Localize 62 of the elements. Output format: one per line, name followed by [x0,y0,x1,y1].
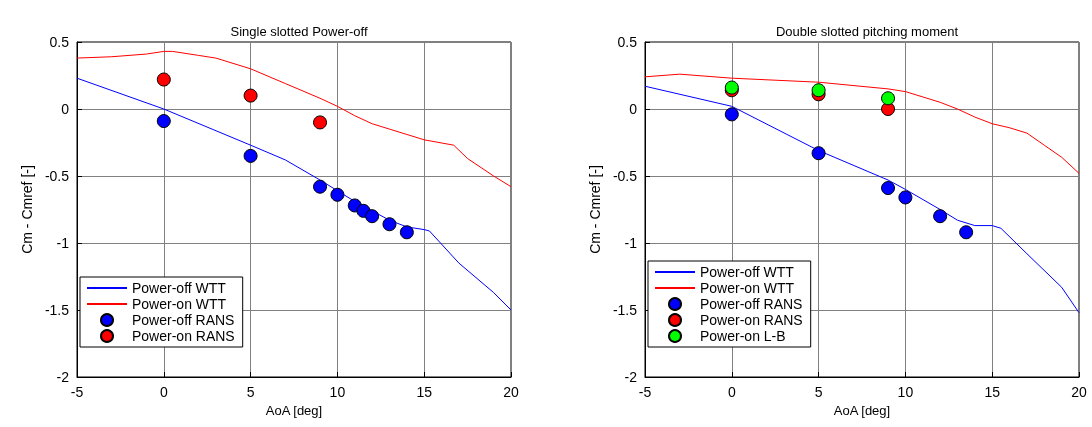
point [811,83,826,98]
x-axis-title: AoA [deg] [833,403,891,418]
x-tick-label: 15 [984,384,1001,400]
line-series [644,73,1080,174]
x-tick-label: -5 [70,384,84,400]
point [399,225,414,240]
y-tick-label: -2 [56,369,70,385]
y-tick-label: 0 [629,101,638,117]
point [365,209,380,224]
point [156,72,171,87]
y-tick-label: -1 [56,235,70,251]
line-series [644,85,1080,314]
y-axis-title: Cm - Cmref [-] [586,165,603,254]
x-tick-label: 0 [727,384,736,400]
y-tick-label: 0.5 [49,34,70,50]
y-tick-label: 0 [61,101,70,117]
x-axis-title: AoA [deg] [265,403,323,418]
x-tick-label: 0 [159,384,168,400]
point [382,217,397,232]
x-tick-label: 20 [1071,384,1087,400]
legend-label: Power-on L-B [700,328,786,344]
point [313,179,328,194]
y-tick-label: 0.5 [617,34,638,50]
x-tick-label: 5 [814,384,823,400]
legend-label: Power-on WTT [132,296,227,312]
point [724,107,739,122]
point [243,88,258,103]
line-series [76,77,512,311]
line-series [76,50,512,188]
point [959,225,974,240]
point [881,91,896,106]
y-axis-title: Cm - Cmref [-] [18,165,35,254]
legend-label: Power-on RANS [132,328,235,344]
legend-label: Power-off WTT [132,280,227,296]
y-tick-label: -1 [624,235,638,251]
point [330,187,345,202]
point [881,181,896,196]
x-tick-label: 20 [503,384,519,400]
legend-label: Power-off RANS [700,296,803,312]
y-tick-label: -1.5 [612,302,638,318]
x-tick-label: 15 [416,384,433,400]
point [898,190,913,205]
x-tick-label: 10 [897,384,914,400]
point [933,209,948,224]
y-tick-label: -0.5 [44,168,70,184]
chart-title: Double slotted pitching moment [775,24,959,39]
legend-label: Power-off RANS [132,312,235,328]
x-tick-label: 10 [329,384,346,400]
x-tick-label: -5 [638,384,652,400]
y-tick-label: -2 [624,369,638,385]
legend-label: Power-on WTT [700,280,795,296]
point [313,115,328,130]
legend-label: Power-on RANS [700,312,803,328]
point [156,114,171,129]
point [881,102,896,116]
y-tick-label: -1.5 [44,302,70,318]
x-tick-label: 5 [246,384,255,400]
chart-title: Single slotted Power-off [230,24,368,39]
y-tick-label: -0.5 [612,168,638,184]
point [243,148,258,163]
legend-label: Power-off WTT [700,264,795,280]
point [811,146,826,161]
